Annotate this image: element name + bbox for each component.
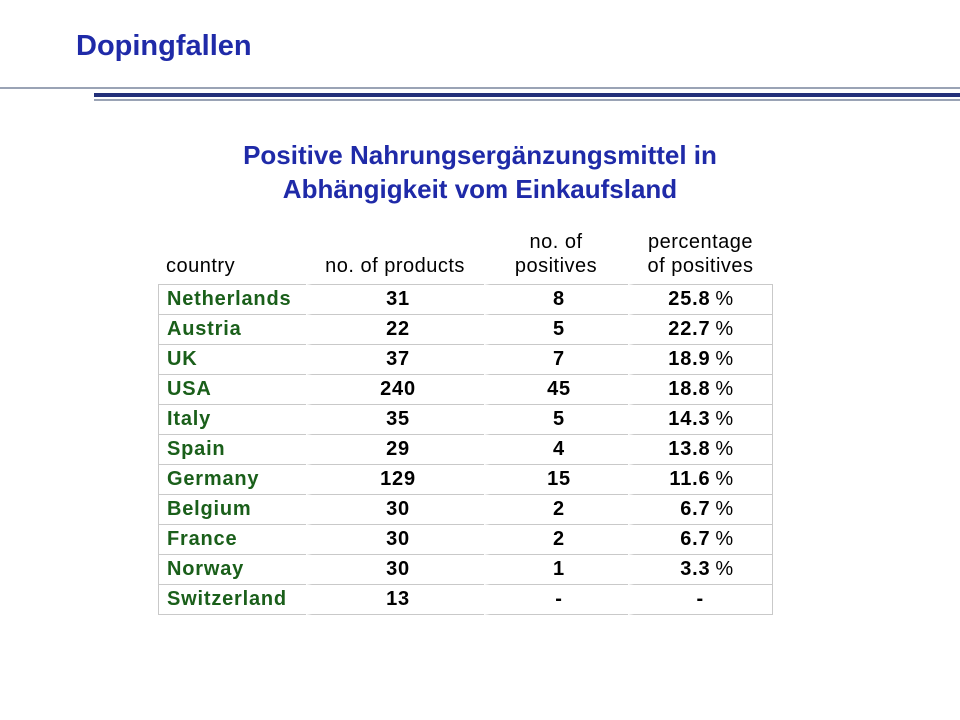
table-row: Germany 129 15 11.6% [158,465,773,495]
percent-sign: % [715,498,734,520]
header-rule-top [0,87,960,89]
percent-sign: % [715,528,734,550]
cell-positives: 5 [484,405,628,435]
cell-products: 13 [306,585,484,615]
header-percentage-line1: percentage [647,231,754,253]
cell-positives: 8 [484,284,628,315]
percentage-value: 25.8 [668,288,711,310]
percent-sign: % [715,558,734,580]
percentage-value: 18.9 [668,348,711,370]
percent-sign: % [715,378,734,400]
table-row: France 30 2 6.7% [158,525,773,555]
percentage-value: 3.3 [680,558,711,580]
cell-percentage: 18.9% [628,345,773,375]
cell-positives: 5 [484,315,628,345]
cell-products: 31 [306,284,484,315]
table-row: Norway 30 1 3.3% [158,555,773,585]
cell-products: 22 [306,315,484,345]
cell-country: USA [158,375,306,405]
cell-country: Italy [158,405,306,435]
cell-products: 29 [306,435,484,465]
cell-country: Netherlands [158,284,306,315]
cell-products: 129 [306,465,484,495]
cell-country: UK [158,345,306,375]
cell-percentage: 22.7% [628,315,773,345]
cell-percentage: 11.6% [628,465,773,495]
table-row: UK 37 7 18.9% [158,345,773,375]
header-positives-line1: no. of [529,231,583,253]
percentage-value: - [696,588,704,610]
percentage-value: 6.7 [680,528,711,550]
header-rule-bottom [94,99,960,101]
cell-positives: 7 [484,345,628,375]
header-positives-line2: positives [514,255,598,277]
header-percentage: percentage of positives [628,230,773,284]
table-row: Spain 29 4 13.8% [158,435,773,465]
cell-positives: 45 [484,375,628,405]
table-row: Austria 22 5 22.7% [158,315,773,345]
table-row: Italy 35 5 14.3% [158,405,773,435]
cell-country: Belgium [158,495,306,525]
cell-country: Austria [158,315,306,345]
cell-country: Germany [158,465,306,495]
cell-percentage: 3.3% [628,555,773,585]
cell-country: Norway [158,555,306,585]
cell-products: 30 [306,525,484,555]
subtitle-line-2: Abhängigkeit vom Einkaufsland [282,174,678,204]
percent-sign: % [715,438,734,460]
cell-positives: 15 [484,465,628,495]
cell-country: Switzerland [158,585,306,615]
cell-products: 35 [306,405,484,435]
results-table: country no. of products no. of positives… [158,230,773,615]
cell-percentage: 6.7% [628,525,773,555]
table-header-row: country no. of products no. of positives… [158,230,773,284]
results-table-wrapper: country no. of products no. of positives… [158,230,778,615]
table-row: USA 240 45 18.8% [158,375,773,405]
table-row: Netherlands 31 8 25.8% [158,284,773,315]
cell-positives: 2 [484,495,628,525]
header-products: no. of products [325,255,465,277]
table-body: Netherlands 31 8 25.8% Austria 22 5 22.7% UK 37 7 1… [158,284,773,615]
percentage-value: 18.8 [668,378,711,400]
cell-positives: 2 [484,525,628,555]
cell-positives: 1 [484,555,628,585]
cell-percentage: 6.7% [628,495,773,525]
cell-products: 37 [306,345,484,375]
cell-percentage: - [628,585,773,615]
percentage-value: 22.7 [668,318,711,340]
cell-positives: 4 [484,435,628,465]
percentage-value: 11.6 [669,468,711,490]
percentage-value: 6.7 [680,498,711,520]
percent-sign: % [715,468,734,490]
slide-title: Dopingfallen [76,30,252,62]
cell-positives: - [484,585,628,615]
cell-percentage: 13.8% [628,435,773,465]
header-positives: no. of positives [484,230,628,284]
percent-sign: % [715,318,734,340]
header-percentage-line2: of positives [647,255,754,277]
cell-products: 30 [306,555,484,585]
cell-country: Spain [158,435,306,465]
cell-products: 30 [306,495,484,525]
subtitle-line-1: Positive Nahrungsergänzungsmittel in [243,140,717,170]
table-row: Switzerland 13- - [158,585,773,615]
percent-sign: % [715,288,734,310]
cell-percentage: 25.8% [628,284,773,315]
cell-products: 240 [306,375,484,405]
percentage-value: 14.3 [668,408,711,430]
percent-sign: % [715,408,734,430]
cell-country: France [158,525,306,555]
header-country: country [166,255,236,277]
slide-subtitle: Positive Nahrungsergänzungsmittel in Abh… [120,138,840,206]
table-row: Belgium 30 2 6.7% [158,495,773,525]
percentage-value: 13.8 [668,438,711,460]
cell-percentage: 18.8% [628,375,773,405]
cell-percentage: 14.3% [628,405,773,435]
percent-sign: % [715,348,734,370]
header-rule-thick [94,93,960,97]
